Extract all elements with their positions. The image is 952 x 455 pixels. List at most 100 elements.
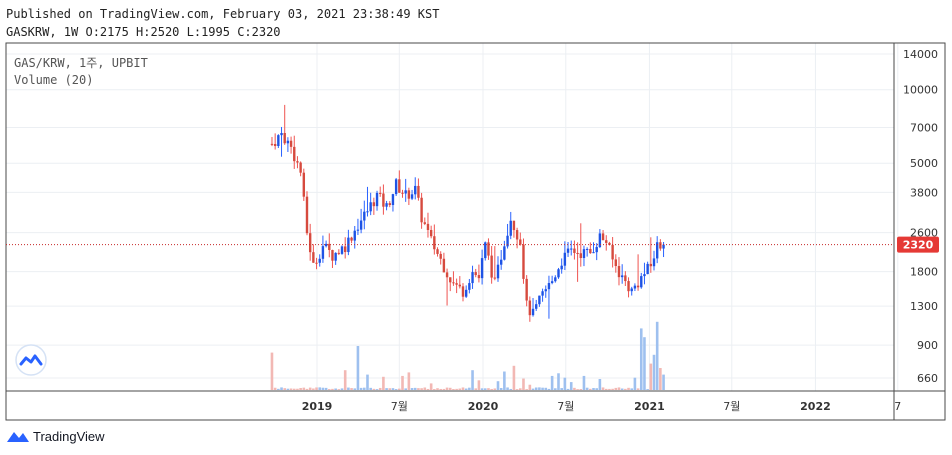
candle [340, 245, 344, 255]
volume-bar [350, 388, 353, 390]
price-axis[interactable]: 14000 10000 7000 5000 3800 2600 1800 1300 900 660 [903, 48, 938, 385]
candle [544, 285, 547, 298]
volume-bar [480, 388, 484, 390]
candle [455, 278, 458, 294]
candle [582, 245, 586, 267]
volume-bar [347, 387, 350, 390]
volume-bar [372, 388, 376, 390]
volume-bar [627, 387, 630, 390]
candle [601, 230, 605, 241]
volume-bar [633, 377, 637, 390]
volume-legend: Volume (20) [14, 73, 93, 87]
volume-bar [598, 379, 602, 390]
candle [496, 256, 500, 282]
volume-bar [433, 389, 436, 390]
candle [391, 193, 395, 212]
volume-bar [563, 377, 567, 390]
volume-bar [550, 375, 554, 390]
candle [398, 170, 401, 193]
volume-bar [321, 387, 325, 390]
candle [649, 237, 653, 273]
volume-bar [496, 381, 500, 390]
candle [573, 240, 576, 260]
volume-bar [541, 387, 544, 390]
volume-bar [407, 372, 411, 390]
volume-bar [595, 388, 598, 390]
volume-bar [426, 388, 430, 390]
volume-bar [429, 383, 433, 390]
candle [640, 272, 643, 289]
volume-bar [343, 370, 347, 390]
volume-bar [528, 384, 532, 390]
candle [461, 283, 465, 302]
volume-bar [286, 388, 290, 390]
footer-brand[interactable]: TradingView [6, 428, 105, 444]
candle [490, 246, 493, 284]
volume-bar [554, 388, 557, 390]
volume-bar [659, 368, 662, 390]
candle [557, 267, 560, 279]
volume-bar [312, 388, 315, 390]
candle [312, 244, 315, 263]
candle [379, 186, 382, 197]
candle [449, 277, 452, 292]
candle [426, 212, 430, 238]
last-price-label: 2320 [897, 236, 939, 253]
price-tick-label: 10000 [903, 84, 938, 97]
volume-bar [589, 388, 592, 390]
candle [627, 277, 630, 298]
volume-bar [474, 388, 478, 390]
volume-bar [324, 387, 328, 390]
candle [328, 233, 331, 258]
volume-bar [327, 389, 331, 390]
candle [592, 242, 595, 254]
volume-bar [604, 388, 608, 390]
candle [296, 156, 299, 169]
candle [350, 236, 353, 244]
candle [474, 268, 477, 278]
candle [531, 297, 535, 317]
volume-bar [477, 380, 481, 390]
volume-bar [280, 387, 283, 390]
candle [315, 257, 318, 270]
candle [423, 217, 426, 226]
volume-bar [531, 388, 535, 390]
volume-bar [608, 388, 611, 390]
published-caption: Published on TradingView.com, February 0… [6, 7, 440, 21]
volume-bar [601, 387, 605, 390]
volume-bar [592, 388, 595, 390]
candle [293, 135, 296, 169]
candle [464, 285, 468, 298]
volume-bar [442, 388, 446, 390]
volume-bar [506, 387, 509, 390]
volume-bar [302, 387, 306, 390]
time-axis[interactable]: 2019 7월 2020 7월 2021 7월 2022 7 [302, 400, 902, 413]
volume-bar [394, 389, 398, 390]
candle [477, 264, 481, 283]
volume-bar [525, 389, 528, 390]
volume-bar [643, 337, 646, 390]
candle [401, 189, 404, 198]
candle [499, 250, 503, 270]
volume-bar [283, 388, 287, 390]
candle [550, 275, 554, 285]
candle [394, 177, 398, 197]
volume-bar [404, 388, 407, 390]
candle [630, 286, 633, 296]
volume-bar [270, 352, 274, 390]
candle [515, 227, 519, 249]
volume-bar [375, 389, 379, 390]
candle [289, 136, 293, 154]
tradingview-watermark-icon [15, 344, 47, 376]
plot-frame [5, 42, 895, 421]
candle [458, 276, 462, 289]
volume-bar [614, 387, 618, 390]
time-tick-label: 7월 [723, 400, 740, 413]
candle [643, 262, 646, 285]
candle [576, 242, 579, 282]
volume-bar [455, 388, 458, 390]
volume-bar [639, 328, 643, 390]
volume-bar [334, 388, 337, 390]
candle [321, 235, 325, 263]
